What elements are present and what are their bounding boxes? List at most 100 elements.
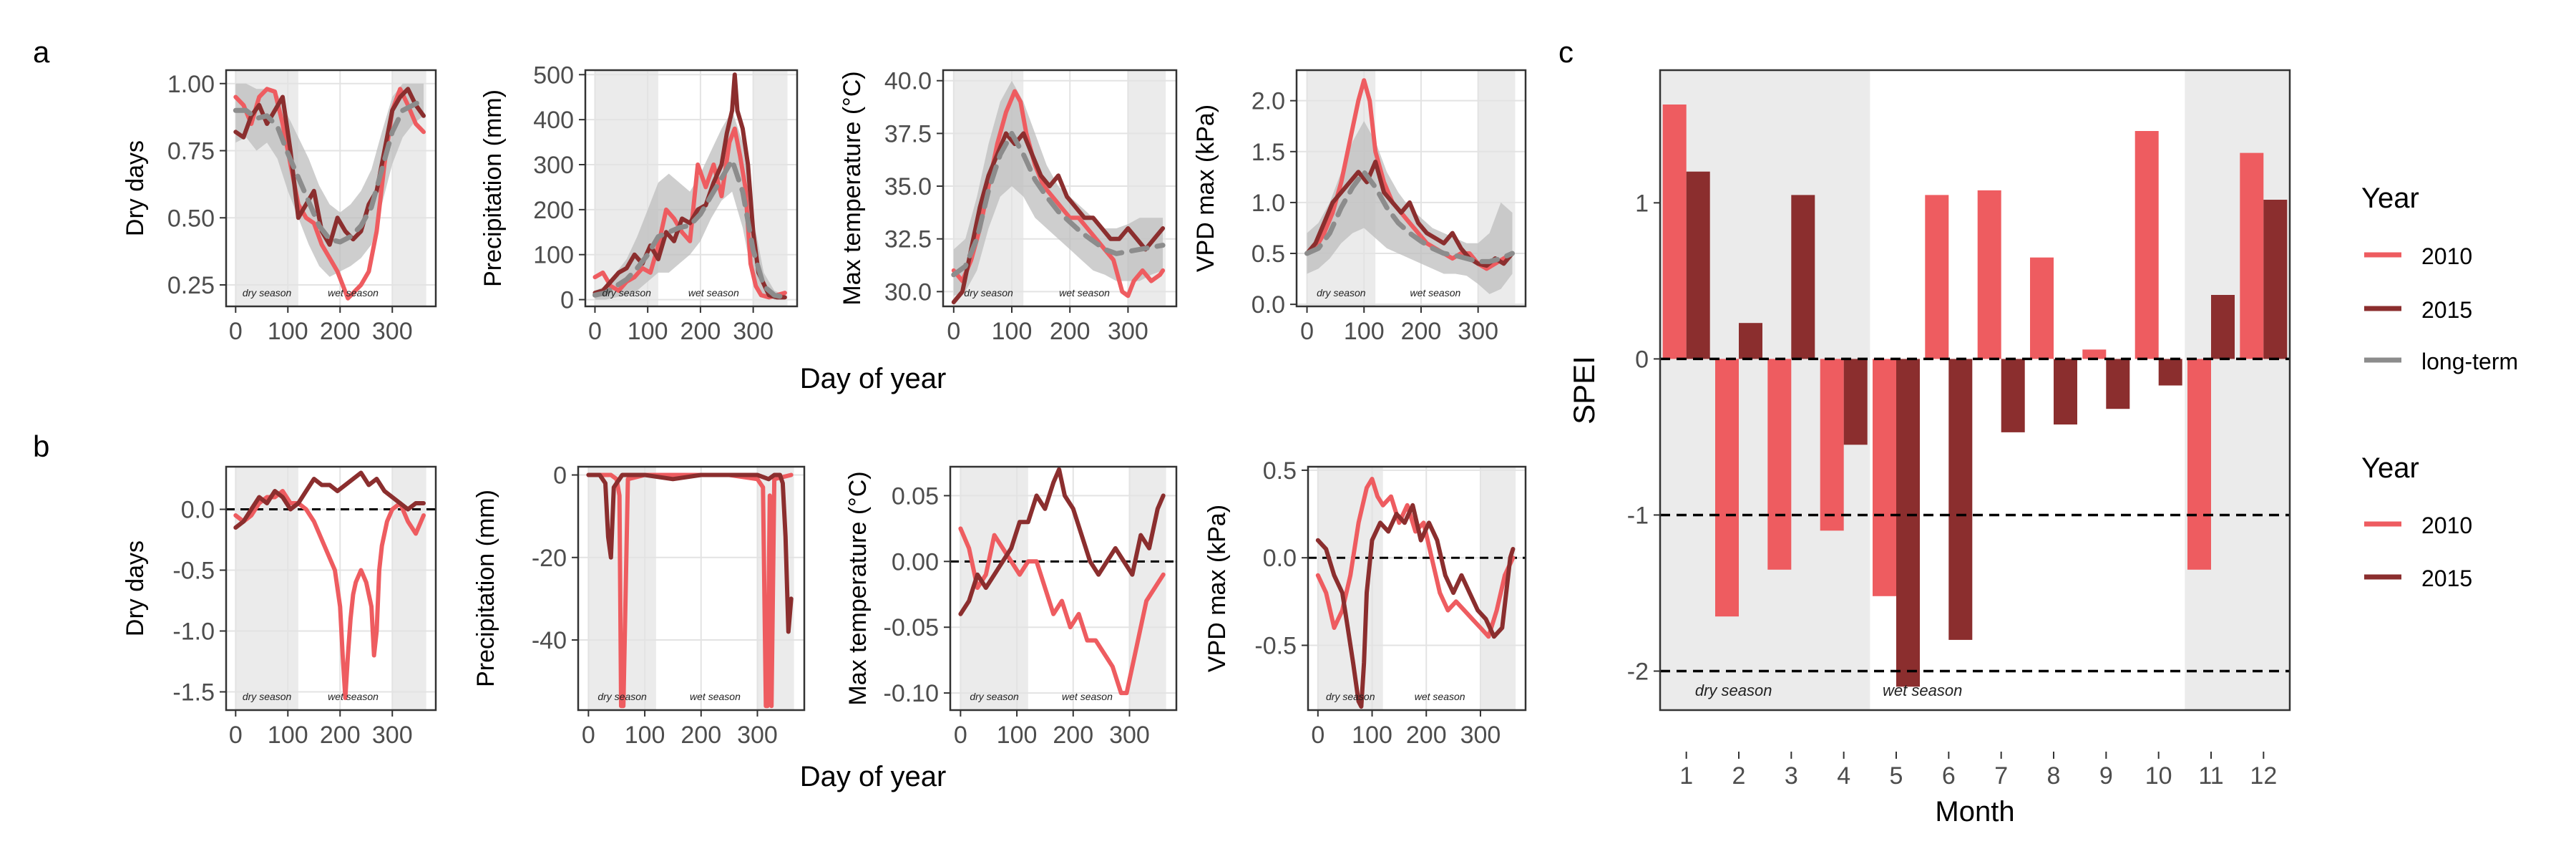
y-axis-label-b2: Precipitation (mm) [472, 490, 499, 687]
x-tick-label-b1-1: 100 [268, 722, 308, 749]
panel-border-a2 [584, 69, 799, 308]
plot-area-b3 [950, 467, 1176, 696]
series-line-a3-long-term [951, 130, 1166, 278]
wet-season-label-b3: wet season [1062, 691, 1113, 702]
x-tick-label-b2-3: 300 [737, 722, 778, 749]
x-tick-label-c-1: 2 [1732, 762, 1746, 790]
y-tick-label-a2-0: 0 [560, 287, 574, 314]
y-axis-label-b4: VPD max (kPa) [1204, 505, 1231, 672]
dry-season-label-b4: dry season [1326, 691, 1375, 702]
legend-item-2015-line: 2015 [2364, 297, 2472, 323]
bar-2015-month-11 [2211, 295, 2235, 359]
y-tick-label-b3-3: 0.05 [892, 482, 939, 510]
y-axis-label-a1: Dry days [122, 140, 149, 236]
panel-border-b2 [577, 465, 806, 712]
series-line-a4-long-term [1304, 169, 1515, 264]
x-tick-label-a3-1: 100 [992, 318, 1033, 345]
legend-label-2015-line: 2015 [2421, 297, 2472, 323]
y-tick-label-b2-0: -40 [532, 627, 567, 654]
bar-2010-month-5 [1873, 359, 1896, 596]
series-line-b4-2010 [1315, 477, 1516, 639]
series-line-b3-2015 [958, 467, 1166, 616]
x-tick-label-b2-0: 0 [582, 722, 595, 749]
legend-label-2015-bar: 2015 [2421, 566, 2472, 591]
legend: Year 2010 2015 long-term Year 2010 2015 [2361, 183, 2518, 591]
plot-area-a1 [233, 83, 426, 301]
x-tick-label-b1-2: 200 [320, 722, 361, 749]
x-tick-label-a3-2: 200 [1050, 318, 1091, 345]
bar-2015-month-6 [1948, 359, 1973, 640]
legend-label-longterm-line: long-term [2421, 349, 2518, 374]
y-tick-label-b2-1: -20 [532, 545, 567, 572]
x-tick-label-c-0: 1 [1679, 762, 1693, 790]
y-tick-label-c-1: -1 [1627, 502, 1649, 529]
y-axis-label-a2: Precipitation (mm) [479, 89, 507, 287]
x-tick-label-c-7: 8 [2047, 762, 2061, 790]
bar-2015-month-12 [2263, 200, 2288, 359]
y-axis-label-b1: Dry days [122, 540, 149, 636]
wet-season-label-a3: wet season [1059, 287, 1110, 299]
x-tick-label-a1-3: 300 [372, 318, 413, 345]
y-tick-label-b4-0: -0.5 [1254, 632, 1297, 659]
x-tick-label-a2-1: 100 [628, 318, 668, 345]
x-tick-label-b2-2: 200 [680, 722, 721, 749]
x-tick-label-c-6: 7 [1994, 762, 2008, 790]
x-tick-label-a1-0: 0 [229, 318, 243, 345]
y-tick-label-b1-2: -0.5 [172, 558, 215, 585]
y-tick-label-a4-4: 2.0 [1252, 88, 1285, 115]
x-tick-label-c-9: 10 [2145, 762, 2172, 790]
panel-letter-b: b [33, 430, 49, 463]
x-tick-label-b1-3: 300 [372, 722, 413, 749]
y-tick-label-a2-5: 500 [533, 62, 574, 89]
bar-2015-month-8 [2054, 359, 2077, 424]
plot-area-a4 [1304, 78, 1515, 294]
season-shade-b4-0 [1317, 467, 1383, 710]
y-tick-label-a4-0: 0.0 [1252, 291, 1285, 319]
y-tick-label-b1-1: -1.0 [172, 618, 215, 646]
x-tick-label-a1-2: 200 [320, 318, 361, 345]
series-line-b4-2015 [1315, 503, 1516, 709]
chart-b3: dry season wet season 0 100 200 300 -0.10 -0.05… [844, 465, 1178, 749]
series-line-a4-2015 [1304, 160, 1515, 268]
y-tick-label-a3-2: 35.0 [884, 173, 932, 200]
x-tick-label-c-2: 3 [1785, 762, 1798, 790]
chart-a4: dry season wet season 0 100 200 300 0.0 0.5 1.0 1… [1192, 69, 1527, 345]
y-tick-label-a4-3: 1.5 [1252, 139, 1285, 166]
series-line-b3-2010 [958, 526, 1166, 696]
y-tick-label-b3-2: 0.00 [892, 548, 939, 576]
y-axis-label-b3: Max temperature (°C) [844, 471, 872, 705]
legend-label-2010-bar: 2010 [2421, 513, 2472, 538]
bar-2010-month-6 [1925, 195, 1949, 359]
panel-letter-a: a [33, 35, 50, 69]
dry-season-label-b3: dry season [970, 691, 1019, 702]
bar-2015-month-4 [1843, 359, 1868, 445]
chart-b2: dry season wet season 0 100 200 300 -40 -20 0 Pre… [472, 462, 806, 749]
legend-item-2010-line: 2010 [2364, 243, 2472, 269]
season-shade-b4-1 [1480, 467, 1516, 710]
bar-2010-month-1 [1662, 105, 1687, 359]
y-tick-label-b4-1: 0.0 [1263, 545, 1297, 572]
y-tick-label-a4-2: 1.0 [1252, 190, 1285, 217]
bar-2010-month-7 [1977, 190, 2001, 359]
legend-title-2: Year [2361, 452, 2419, 484]
y-tick-label-b4-2: 0.5 [1263, 457, 1297, 485]
x-tick-label-b1-0: 0 [229, 722, 243, 749]
x-tick-label-c-4: 5 [1890, 762, 1903, 790]
xlabel-row-a: Day of year [800, 363, 947, 394]
y-axis-label-c: SPEI [1567, 356, 1601, 424]
x-tick-label-a2-2: 200 [680, 318, 721, 345]
dry-season-label-c: dry season [1695, 681, 1772, 699]
uncertainty-band-a2 [595, 110, 785, 300]
chart-a3: dry season wet season 0 100 200 300 30.0 32.5 35… [839, 68, 1178, 345]
y-tick-label-a2-3: 300 [533, 152, 574, 179]
wet-season-label-c: wet season [1883, 681, 1962, 699]
bar-2010-month-8 [2030, 257, 2054, 359]
bar-2015-month-10 [2158, 359, 2182, 386]
wet-season-label-a1: wet season [328, 287, 379, 299]
y-tick-label-b3-0: -0.10 [884, 680, 940, 707]
dry-season-label-b1: dry season [243, 691, 292, 702]
panel-border-a4 [1295, 69, 1527, 308]
x-tick-label-c-3: 4 [1837, 762, 1850, 790]
x-tick-label-a4-0: 0 [1300, 318, 1314, 345]
